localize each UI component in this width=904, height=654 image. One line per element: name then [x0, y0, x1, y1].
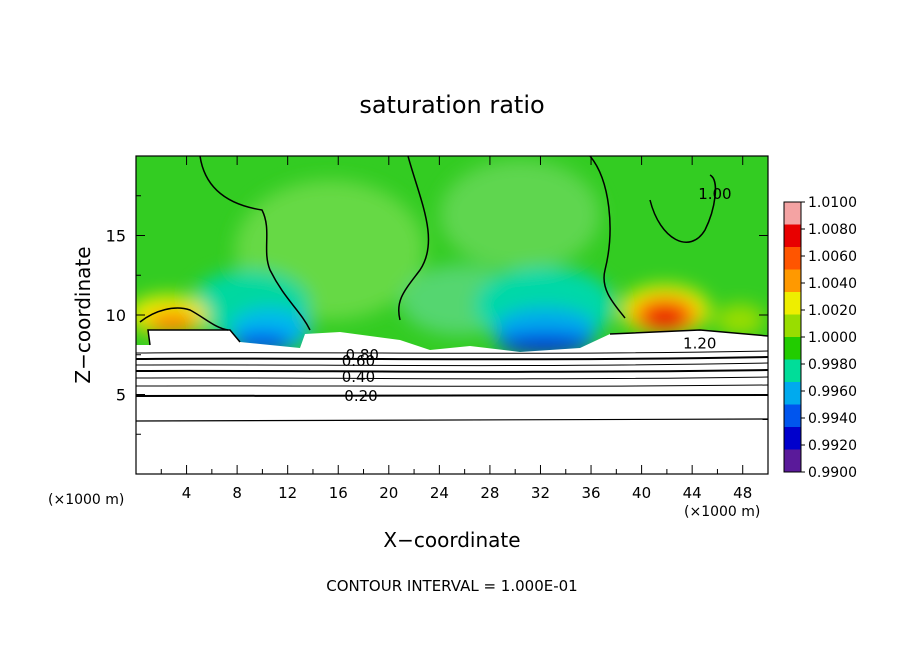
colorbar-swatch — [784, 224, 801, 248]
contour-label: 1.00 — [698, 185, 731, 203]
x-tick-label: 44 — [683, 484, 702, 502]
x-tick-label: 24 — [430, 484, 449, 502]
field-blob — [440, 160, 600, 270]
colorbar-tick-label: 0.9980 — [808, 357, 857, 373]
contour-label: 0.60 — [342, 352, 375, 370]
x-tick-label: 4 — [182, 484, 192, 502]
x-tick-label: 36 — [581, 484, 600, 502]
contour-line — [139, 307, 229, 331]
field-blob — [715, 304, 765, 336]
colorbar-swatch — [784, 247, 801, 270]
x-tick-label: 40 — [632, 484, 651, 502]
x-tick-label: 8 — [232, 484, 242, 502]
x-tick-label: 28 — [480, 484, 499, 502]
x-tick-label: 16 — [329, 484, 348, 502]
x-axis: 4 8 12 16 20 24 28 32 36 40 44 48 — [160, 156, 752, 502]
contour-labels: 1.00 1.20 0.200.400.600.80 — [342, 185, 732, 405]
x-axis-unit-right: (×1000 m) — [684, 504, 760, 520]
contour-lines — [136, 156, 768, 422]
contour-line — [136, 418, 768, 422]
contour-line — [199, 156, 717, 331]
colorbar-tick-label: 1.0000 — [808, 330, 857, 346]
heatmap-field: 1.00 1.20 0.200.400.600.80 — [136, 156, 768, 474]
contour-interval-text: CONTOUR INTERVAL = 1.000E-01 — [326, 577, 577, 595]
contour-line — [136, 376, 768, 380]
colorbar-swatch — [784, 269, 801, 293]
x-axis-label: X−coordinate — [383, 528, 520, 552]
colorbar-swatch — [784, 404, 801, 428]
y-axis-label: Z−coordinate — [71, 246, 95, 383]
colorbar-tick-label: 1.0040 — [808, 276, 857, 292]
x-tick-label: 12 — [278, 484, 297, 502]
colorbar-swatch — [784, 314, 801, 338]
x-tick-label: 48 — [733, 484, 752, 502]
colorbar-swatch — [784, 292, 801, 315]
colorbar-swatch — [784, 449, 801, 473]
field-blob — [147, 312, 197, 332]
y-tick-label: 10 — [106, 306, 126, 325]
colorbar: 1.0100 1.0080 1.0060 1.0040 1.0020 1.0000 0.99… — [783, 195, 857, 481]
contour-label: 0.80 — [346, 346, 379, 364]
contour-line — [147, 329, 768, 346]
y-tick-label: 15 — [106, 227, 126, 246]
colorbar-tick-label: 0.9900 — [808, 465, 857, 481]
colorbar-swatch — [784, 359, 801, 383]
x-tick-label: 20 — [379, 484, 398, 502]
subsaturated-region — [136, 330, 768, 474]
contour-label: 1.20 — [683, 335, 716, 353]
contour-line — [136, 362, 768, 367]
colorbar-tick-label: 0.9920 — [808, 438, 857, 454]
x-axis-unit-left: (×1000 m) — [48, 492, 124, 508]
chart-title: saturation ratio — [359, 91, 544, 119]
field-blob — [645, 306, 685, 330]
colorbar-swatch — [784, 202, 801, 225]
contour-line — [136, 394, 768, 397]
contour-line — [136, 356, 768, 361]
contour-line — [136, 350, 768, 354]
colorbar-tick-label: 0.9940 — [808, 411, 857, 427]
colorbar-tick-label: 1.0060 — [808, 249, 857, 265]
y-tick-label: 5 — [116, 386, 126, 405]
colorbar-swatch — [784, 337, 801, 360]
colorbar-tick-label: 0.9960 — [808, 384, 857, 400]
colorbar-tick-label: 1.0020 — [808, 303, 857, 319]
contour-line — [136, 369, 768, 373]
colorbar-tick-label: 1.0100 — [808, 195, 857, 211]
colorbar-tick-label: 1.0080 — [808, 222, 857, 238]
colorbar-swatch — [784, 382, 801, 405]
contour-line — [136, 384, 768, 387]
y-axis: 5 10 15 — [106, 195, 768, 435]
colorbar-swatch — [784, 427, 801, 450]
x-tick-label: 32 — [531, 484, 550, 502]
contour-label: 0.20 — [344, 387, 377, 405]
contour-label: 0.40 — [342, 368, 375, 386]
